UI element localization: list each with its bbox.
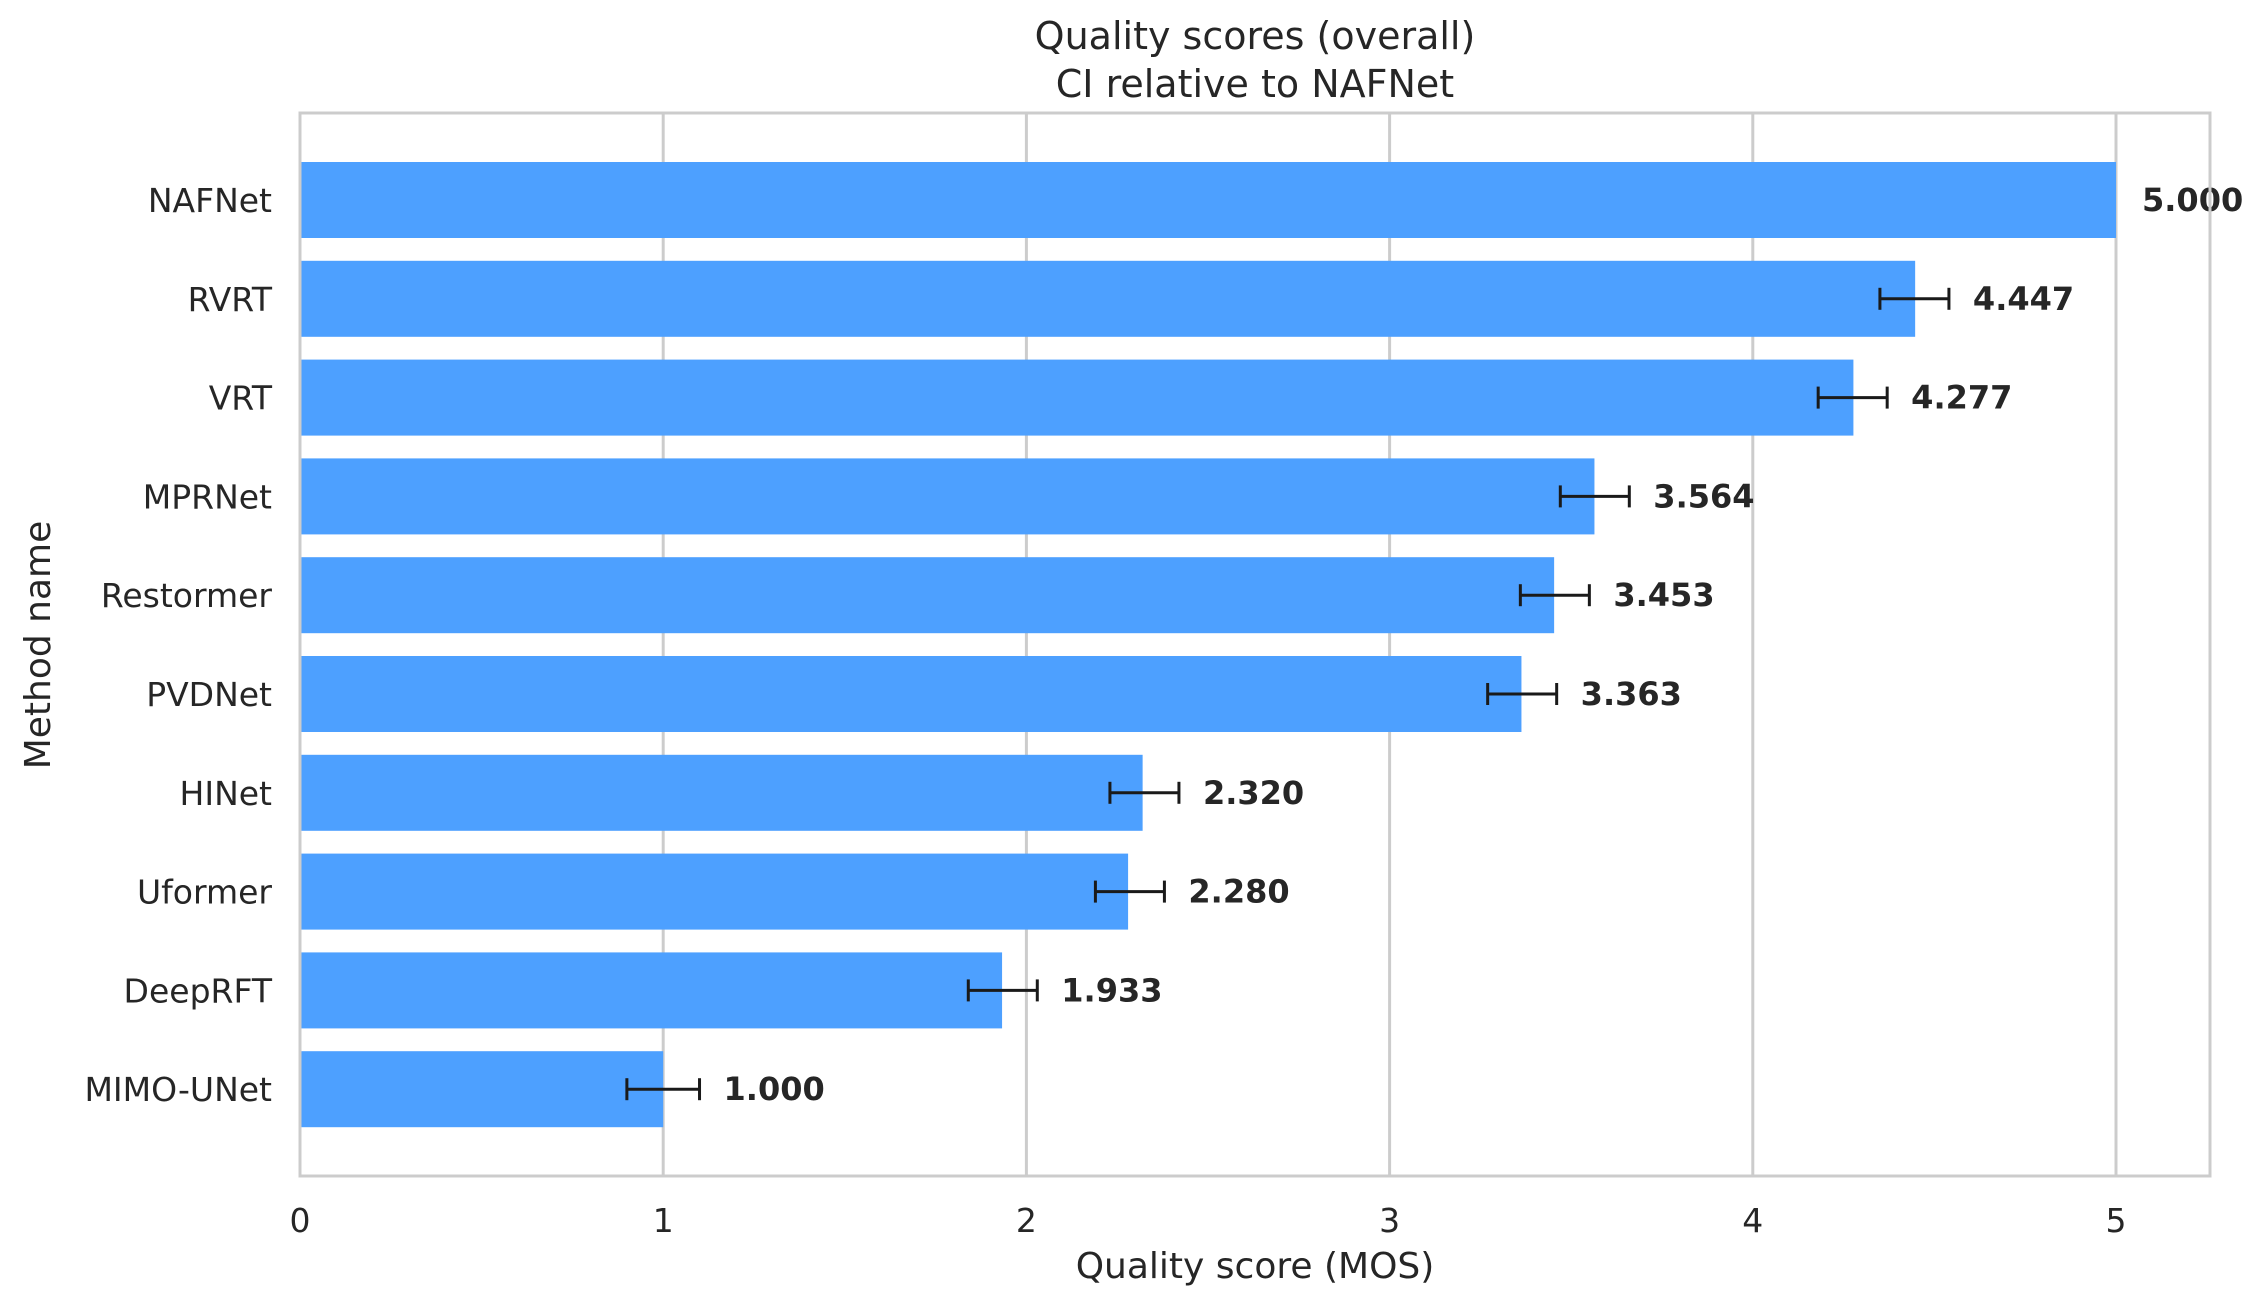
x-tick-label: 5 [2106,1201,2127,1240]
bar [300,458,1595,535]
bar [300,853,1129,930]
plot-frame [298,111,2212,1178]
y-tick-label: NAFNet [148,181,272,220]
bars [300,162,2116,1128]
bar [300,557,1555,634]
y-tick-labels: NAFNet RVRT VRT MPRNet Restormer PVDNet HINet U… [84,181,272,1109]
x-tick-label: 1 [653,1201,674,1240]
x-tick-label: 3 [1379,1201,1400,1240]
chart-title: Quality scores (overall) [1035,14,1476,58]
y-tick-label: MIMO-UNet [84,1070,272,1109]
y-tick-label: HINet [180,774,273,813]
value-label: 3.564 [1653,477,1754,515]
y-tick-label: MPRNet [143,477,272,516]
bar [300,359,1854,436]
bar [300,162,2116,238]
x-tick-label: 4 [1742,1201,1763,1240]
value-label: 4.447 [1973,280,2074,318]
value-labels: 5.000 4.447 4.277 3.564 3.453 3.363 2.320 2.280… [724,181,2244,1108]
value-label: 1.000 [724,1070,825,1108]
value-label: 2.280 [1188,873,1289,911]
y-tick-label: Uformer [137,873,272,912]
value-label: 3.453 [1613,576,1714,614]
bar [300,1051,664,1128]
x-tick-labels: 0 1 2 3 4 5 [290,1201,2127,1240]
y-tick-label: Restormer [101,576,273,615]
y-axis-label: Method name [18,521,59,770]
error-bars [625,287,1951,1101]
x-axis-label: Quality score (MOS) [1076,1246,1435,1287]
y-tick-label: RVRT [188,280,273,319]
value-label: 3.363 [1581,675,1682,713]
value-label: 2.320 [1203,774,1304,812]
y-tick-label: DeepRFT [124,971,273,1010]
bar [300,656,1522,732]
x-tick-label: 0 [290,1201,311,1240]
value-label: 4.277 [1911,379,2012,417]
x-tick-label: 2 [1016,1201,1037,1240]
y-tick-label: PVDNet [146,675,272,714]
bar [300,952,1003,1029]
value-label: 1.933 [1061,971,1162,1009]
value-label: 5.000 [2142,181,2243,219]
y-tick-label: VRT [209,379,273,418]
bar [300,260,1916,337]
chart-subtitle: CI relative to NAFNet [1056,62,1454,106]
bar [300,754,1143,831]
